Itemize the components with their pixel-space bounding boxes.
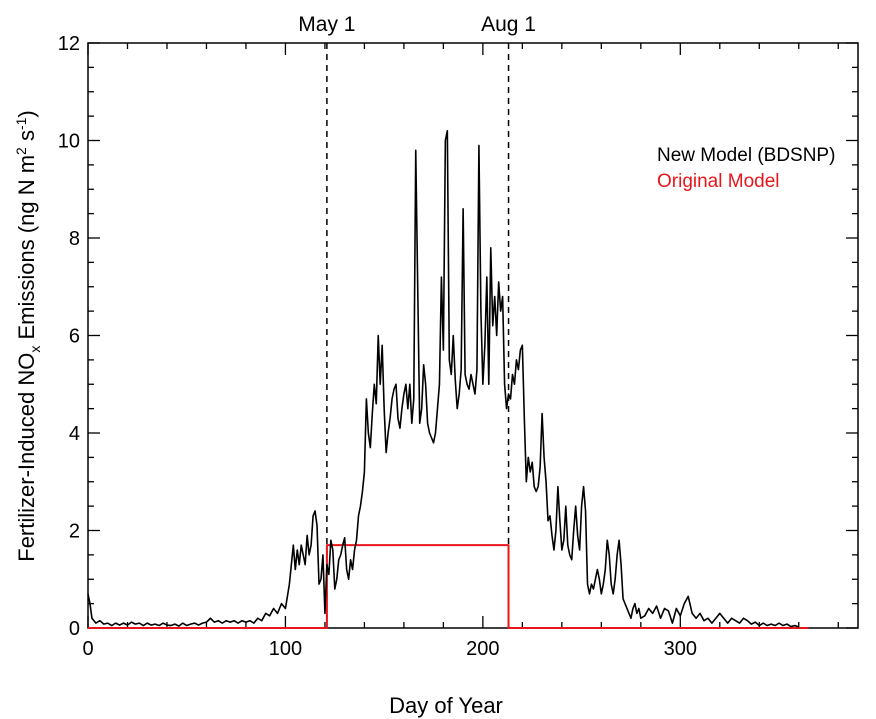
y-tick-label: 4 bbox=[69, 423, 80, 445]
legend: New Model (BDSNP) Original Model bbox=[657, 145, 835, 192]
x-tick-label: 0 bbox=[82, 638, 93, 660]
y-tick-label: 10 bbox=[58, 131, 80, 153]
x-axis-ticks: 0 100 200 300 bbox=[82, 43, 839, 660]
y-axis-ticks: 0 2 4 6 8 10 12 bbox=[58, 33, 858, 640]
ylabel-mid2: s bbox=[14, 130, 39, 147]
ylabel-sup2: -1 bbox=[13, 117, 29, 130]
y-tick-label: 0 bbox=[69, 618, 80, 640]
legend-entry: New Model (BDSNP) bbox=[657, 145, 835, 166]
marker-label: May 1 bbox=[298, 13, 355, 36]
ylabel-sup: 2 bbox=[13, 147, 29, 155]
marker-label: Aug 1 bbox=[481, 13, 536, 36]
date-markers: May 1 Aug 1 bbox=[298, 13, 536, 628]
ylabel-end: ) bbox=[14, 110, 39, 117]
y-tick-label: 6 bbox=[69, 326, 80, 348]
plot-border bbox=[87, 42, 859, 629]
y-tick-label: 2 bbox=[69, 521, 80, 543]
y-tick-label: 8 bbox=[69, 228, 80, 250]
ylabel-main: Fertilizer-Induced NO bbox=[14, 353, 39, 562]
x-axis-label: Day of Year bbox=[389, 693, 503, 718]
series-original-model-line bbox=[88, 544, 809, 629]
x-tick-label: 200 bbox=[466, 638, 499, 660]
y-tick-label: 12 bbox=[58, 33, 80, 55]
ylabel-mid: Emissions (ng N m bbox=[14, 155, 39, 346]
series-layer bbox=[87, 129, 809, 629]
plot-frame bbox=[87, 42, 859, 629]
series-new-model-line bbox=[87, 129, 800, 628]
ylabel-sub: x bbox=[27, 346, 43, 353]
legend-entry: Original Model bbox=[657, 171, 780, 192]
x-tick-label: 100 bbox=[269, 638, 302, 660]
x-tick-label: 300 bbox=[664, 638, 697, 660]
y-axis-label: Fertilizer-Induced NOx Emissions (ng N m… bbox=[13, 110, 43, 562]
